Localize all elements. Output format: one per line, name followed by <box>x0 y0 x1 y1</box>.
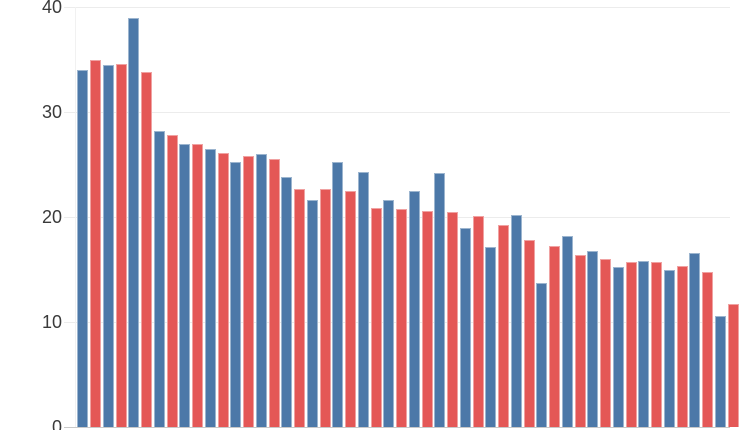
bar-red-17 <box>498 225 510 427</box>
bar-blue-15 <box>434 172 445 427</box>
bar-red-20 <box>574 254 586 427</box>
bar-red-1 <box>90 59 102 427</box>
bar-blue-3 <box>128 17 139 427</box>
bar-blue-11 <box>332 162 343 427</box>
bar-red-26 <box>727 304 739 427</box>
bar-red-13 <box>396 208 408 427</box>
bar-blue-19 <box>536 283 547 427</box>
bar-blue-20 <box>561 235 573 427</box>
bar-red-22 <box>625 262 637 427</box>
y-axis-tick-label: 30 <box>41 102 62 122</box>
bar-red-10 <box>319 188 331 427</box>
bar-red-25 <box>702 271 714 427</box>
y-axis-tick-label: 0 <box>51 417 62 430</box>
bar-blue-18 <box>510 214 522 427</box>
bar-red-8 <box>268 159 280 427</box>
bar-blue-2 <box>102 64 114 427</box>
bar-red-15 <box>447 211 459 427</box>
bar-red-12 <box>370 207 382 427</box>
bar-red-19 <box>549 246 561 427</box>
bar-red-24 <box>676 266 688 427</box>
bar-blue-10 <box>306 200 318 427</box>
bar-red-2 <box>115 63 127 427</box>
bar-blue-4 <box>153 130 165 427</box>
bar-red-5 <box>192 143 204 427</box>
bar-blue-25 <box>689 252 700 427</box>
y-axis-tick-label: 20 <box>41 207 62 227</box>
bar-red-6 <box>217 152 229 427</box>
bar-blue-5 <box>179 143 190 427</box>
bar-blue-8 <box>255 154 267 427</box>
bar-red-3 <box>141 72 153 427</box>
bar-blue-26 <box>714 315 726 427</box>
bar-blue-23 <box>638 261 649 427</box>
bar-blue-13 <box>383 200 394 427</box>
bar-blue-16 <box>459 227 471 427</box>
bar-blue-14 <box>408 190 420 427</box>
bar-blue-24 <box>663 269 675 427</box>
bar-red-18 <box>523 240 535 427</box>
bar-blue-17 <box>485 247 496 427</box>
gridline <box>64 112 730 113</box>
bar-blue-6 <box>204 148 216 427</box>
x-axis-line <box>64 427 730 428</box>
bar-red-4 <box>166 135 178 427</box>
y-axis-tick-label: 10 <box>41 312 62 332</box>
gridline <box>64 7 730 8</box>
bar-red-7 <box>243 156 255 427</box>
bar-red-11 <box>345 190 357 427</box>
bar-red-21 <box>600 259 612 427</box>
bar-red-16 <box>472 215 484 427</box>
bar-blue-22 <box>612 267 624 427</box>
bar-blue-12 <box>357 171 369 427</box>
y-axis-tick-label: 40 <box>41 0 62 17</box>
bar-blue-21 <box>587 250 598 427</box>
bar-red-9 <box>294 188 306 427</box>
y-axis-line <box>75 7 76 427</box>
bar-red-14 <box>421 210 433 427</box>
bar-blue-9 <box>281 177 292 427</box>
bar-red-23 <box>651 262 663 427</box>
bar-blue-7 <box>230 162 241 427</box>
bar-blue-1 <box>77 70 88 427</box>
